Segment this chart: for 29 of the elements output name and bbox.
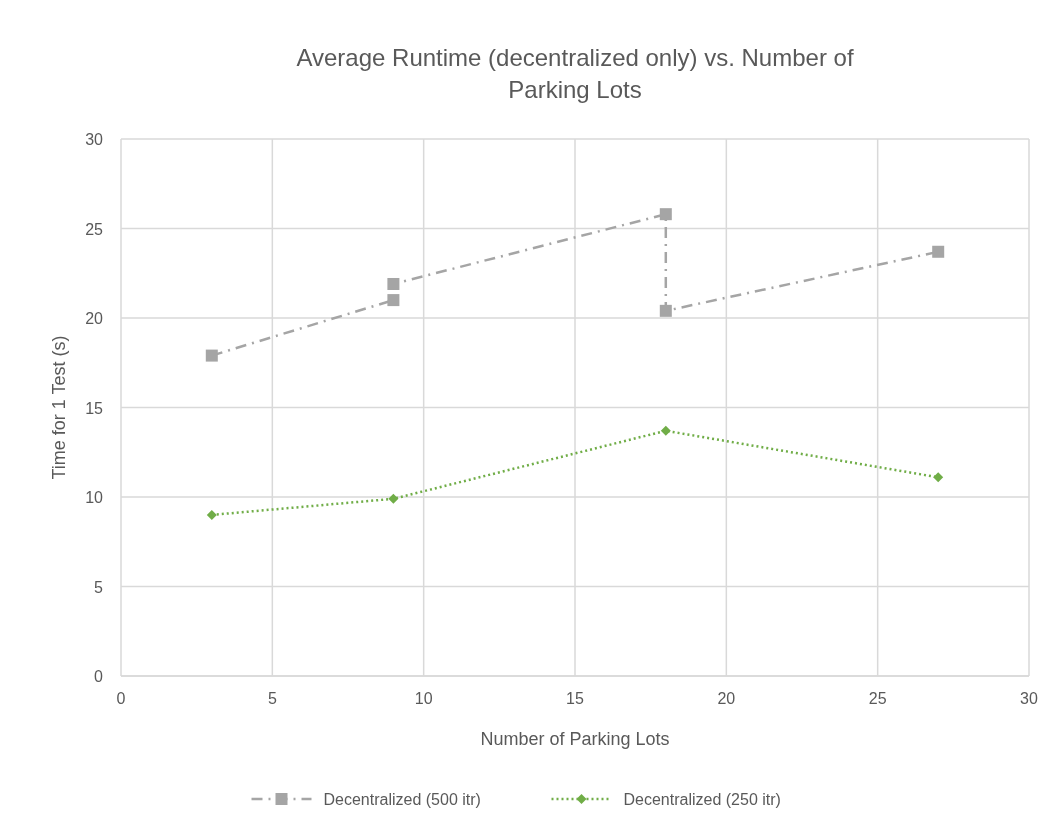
x-axis-title: Number of Parking Lots (480, 729, 670, 749)
x-tick-label: 15 (566, 690, 584, 707)
point (933, 472, 944, 483)
point (206, 509, 217, 520)
point (388, 493, 399, 504)
x-tick-label: 5 (267, 690, 277, 707)
x-tick-label: 30 (1020, 690, 1038, 707)
y-tick-label: 5 (94, 578, 104, 596)
chart-title: Average Runtime (decentralized only) vs. Number of Parking Lots (296, 44, 854, 103)
point (205, 349, 218, 362)
y-tick-label: 10 (85, 489, 104, 506)
y-tick-label: 30 (85, 131, 104, 148)
y-tick-label: 25 (85, 220, 104, 238)
point (660, 425, 671, 436)
point (932, 245, 945, 258)
point (387, 294, 400, 307)
y-tick-label: 15 (85, 399, 104, 417)
point (387, 277, 400, 290)
x-tick-label: 20 (717, 690, 736, 707)
x-tick-label: 10 (414, 690, 433, 707)
point (659, 208, 672, 221)
x-tick-label: 25 (868, 690, 887, 707)
y-axis-title: Time for 1 Test (s) (49, 335, 69, 480)
point (659, 304, 672, 317)
y-tick-label: 0 (94, 668, 104, 685)
x-tick-label: 0 (116, 690, 126, 707)
y-tick-label: 20 (85, 310, 104, 327)
legend-label: Decentralized (250 itr) (623, 791, 781, 808)
legend-label: Decentralized (500 itr) (323, 791, 481, 808)
